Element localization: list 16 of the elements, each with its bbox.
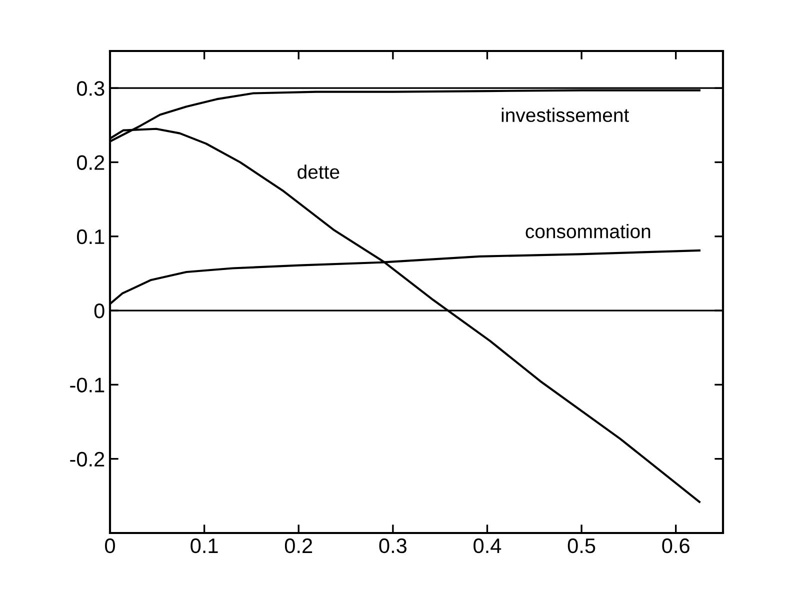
series-label: dette [298,164,340,179]
series-label: consommation [526,224,650,238]
x-tick-label: 0.1 [190,538,218,554]
series-label: investissement [502,108,630,122]
y-tick-label: -0.2 [70,452,104,467]
x-tick-label: 0.4 [474,538,502,554]
x-tick-label: 0.3 [379,538,406,554]
x-tick-label: 0.5 [568,538,596,554]
x-tick-label: 0.2 [284,538,312,554]
y-tick-label: 0.1 [76,229,104,244]
x-tick-label: 0.6 [662,538,690,554]
y-tick-label: 0.3 [76,81,104,96]
x-tick-label: 0 [105,538,115,554]
y-tick-label: -0.1 [70,378,104,392]
y-tick-label: 0.2 [76,155,104,170]
y-tick-label: 0 [94,304,104,318]
